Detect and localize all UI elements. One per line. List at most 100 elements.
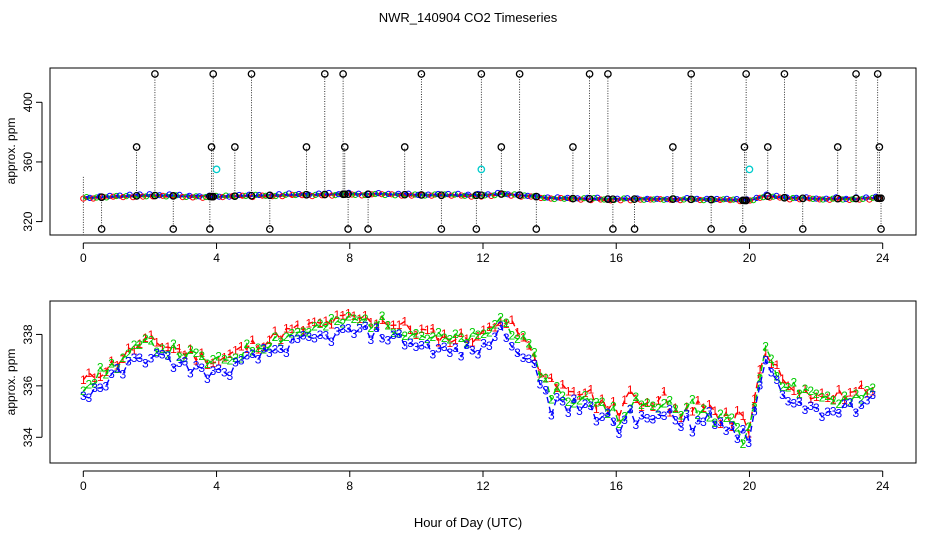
top-series-point [869, 194, 876, 201]
top-series-point [823, 195, 830, 202]
series-2-marker: 2 [723, 411, 730, 425]
series-3-marker: 3 [153, 346, 160, 360]
series-2-marker: 2 [80, 384, 87, 398]
series-2-marker: 2 [683, 401, 690, 415]
series-1-marker: 1 [227, 347, 234, 361]
x-axis-label: Hour of Day (UTC) [414, 515, 522, 530]
flag-marker [740, 143, 749, 151]
series-2-marker: 2 [142, 332, 149, 346]
series-2-marker: 2 [520, 329, 527, 343]
top-series-point [773, 192, 780, 199]
top-series-point [332, 192, 339, 199]
series-3-marker: 3 [424, 337, 431, 351]
series-1-marker: 1 [232, 343, 239, 357]
series-3-marker: 3 [593, 415, 600, 429]
series-3-marker: 3 [666, 403, 673, 417]
x-tick-label: 20 [743, 479, 757, 493]
flag-marker [97, 225, 106, 233]
top-series-point [103, 194, 110, 201]
series-2-marker: 2 [215, 350, 222, 364]
bottom-y-axis-label: approx. ppm [4, 349, 18, 416]
flag-base-marker [833, 194, 842, 203]
series-2-marker: 2 [475, 328, 482, 342]
series-1-marker: 1 [176, 342, 183, 356]
series-1-marker: 1 [604, 404, 611, 418]
series-2-marker: 2 [356, 314, 363, 328]
series-2-marker: 2 [773, 369, 780, 383]
top-series-point [199, 194, 206, 201]
series-2-marker: 2 [734, 420, 741, 434]
series-3-marker: 3 [661, 409, 668, 423]
series-2-marker: 2 [661, 397, 668, 411]
series-2-marker: 2 [711, 416, 718, 430]
flag-marker [742, 70, 750, 78]
flag-marker [604, 70, 612, 78]
series-2-marker: 2 [170, 337, 177, 351]
series-1-marker: 1 [334, 308, 341, 322]
x-tick-label: 16 [610, 479, 624, 493]
series-2-marker: 2 [390, 326, 397, 340]
series-3-marker: 3 [243, 348, 250, 362]
series-3-marker: 3 [300, 329, 307, 343]
series-3-marker: 3 [413, 340, 420, 354]
series-1-marker: 1 [345, 307, 352, 321]
series-1-marker: 1 [390, 318, 397, 332]
series-1-marker: 1 [813, 390, 820, 404]
flag-marker [852, 70, 860, 78]
series-2-marker: 2 [108, 357, 115, 371]
top-series-point [717, 196, 724, 203]
series-1-marker: 1 [531, 350, 538, 364]
series-1-marker: 1 [108, 354, 115, 368]
series-3-marker: 3 [283, 346, 290, 360]
top-series-point [488, 192, 495, 199]
series-1-marker: 1 [97, 370, 104, 384]
series-2-marker: 2 [463, 337, 470, 351]
series-3-marker: 3 [193, 359, 200, 373]
top-series-point [415, 191, 422, 198]
series-3-marker: 3 [559, 394, 566, 408]
top-series-point [680, 196, 687, 203]
series-1-marker: 1 [599, 392, 606, 406]
series-1-marker: 1 [661, 385, 668, 399]
series-1-marker: 1 [616, 411, 623, 425]
figure-title: NWR_140904 CO2 Timeseries [379, 10, 558, 25]
series-2-marker: 2 [616, 417, 623, 431]
series-2-marker: 2 [181, 351, 188, 365]
series-2-marker: 2 [204, 357, 211, 371]
top-series-point [614, 195, 621, 202]
series-3-marker: 3 [678, 420, 685, 434]
series-1-marker: 1 [210, 356, 217, 370]
series-3-marker: 3 [638, 409, 645, 423]
series-1-marker: 1 [689, 404, 696, 418]
top-series-point [843, 195, 850, 202]
top-series-point [448, 192, 455, 199]
series-1-marker: 1 [446, 336, 453, 350]
flag-base-marker [569, 194, 577, 203]
series-2-marker: 2 [424, 332, 431, 346]
series-1-marker: 1 [779, 372, 786, 386]
flag-base-marker [437, 191, 446, 200]
flag-base-marker [738, 196, 747, 205]
series-2-marker: 2 [373, 319, 380, 333]
top-series-point [275, 191, 283, 198]
series-3-marker: 3 [362, 319, 369, 333]
series-3-marker: 3 [745, 436, 752, 450]
flag-marker [477, 70, 486, 78]
top-series-point [186, 192, 193, 199]
flag-marker [151, 70, 159, 78]
series-3-marker: 3 [768, 365, 775, 379]
top-series-point [455, 190, 462, 197]
top-series-point [196, 193, 203, 200]
series-3-marker: 3 [802, 403, 809, 417]
series-3-marker: 3 [277, 342, 284, 356]
top-series-point [292, 191, 299, 199]
series-3-marker: 3 [554, 391, 561, 405]
flag-base-marker [515, 191, 524, 200]
flag-marker [569, 143, 577, 151]
series-1-marker: 1 [418, 322, 425, 336]
series-2-marker: 2 [864, 384, 871, 398]
series-1-marker: 1 [221, 350, 228, 364]
series-3-marker: 3 [734, 432, 741, 446]
flag-base-marker [763, 192, 772, 200]
series-3-marker: 3 [198, 361, 205, 375]
